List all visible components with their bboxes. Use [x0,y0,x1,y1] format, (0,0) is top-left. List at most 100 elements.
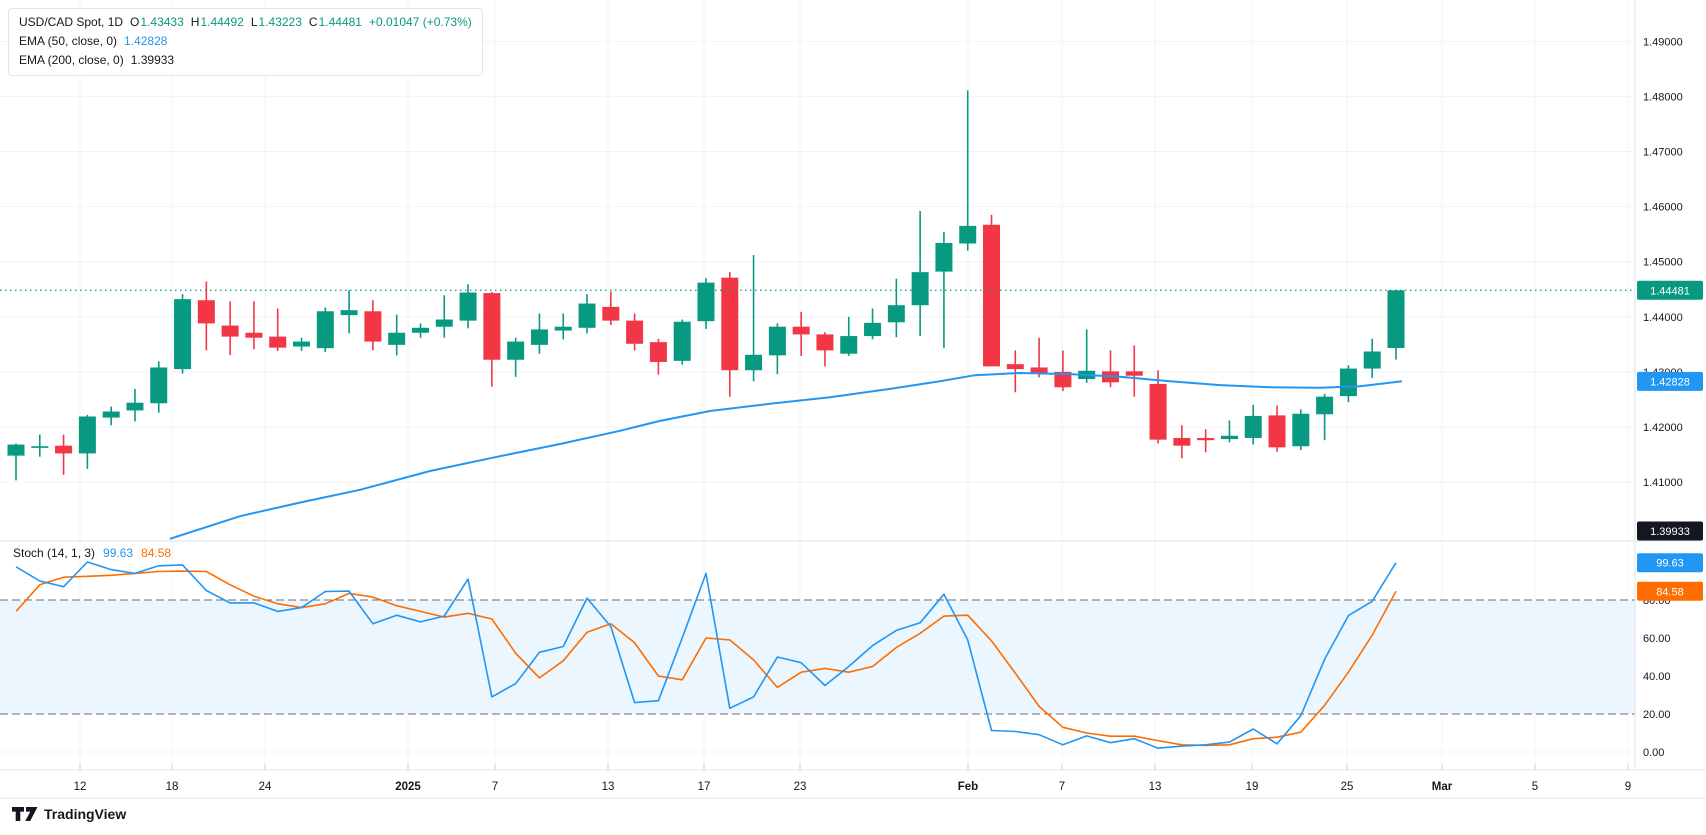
pane-borders [0,0,1706,799]
symbol-title[interactable]: USD/CAD Spot, 1D [19,15,124,29]
svg-text:1.47000: 1.47000 [1643,147,1683,159]
candle [293,337,311,351]
svg-text:20.00: 20.00 [1643,709,1671,721]
candle [221,301,239,356]
svg-text:13: 13 [602,781,615,793]
svg-text:1.49000: 1.49000 [1643,36,1683,48]
candle [340,290,358,334]
tradingview-watermark[interactable]: TradingView [12,806,126,822]
candle [1030,337,1048,378]
candle [483,291,501,387]
change-value: +0.01047 (+0.73%) [368,15,472,29]
time-axis[interactable]: 12 18 24 2025 7 13 17 23 Feb 7 13 19 25 Mar 5 9 [74,764,1632,793]
candle [840,316,858,356]
candle [959,90,977,251]
candle [31,434,49,457]
candle [55,434,73,475]
candle [1125,345,1143,397]
svg-text:1.42000: 1.42000 [1643,422,1683,434]
stoch-k-value: 99.63 [103,546,134,560]
svg-text:18: 18 [166,781,179,793]
candle [1220,420,1238,443]
svg-text:1.45000: 1.45000 [1643,257,1683,269]
candle [792,311,810,356]
svg-text:9: 9 [1625,781,1631,793]
svg-text:0.00: 0.00 [1643,747,1664,759]
svg-text:84.58: 84.58 [1656,586,1684,598]
svg-text:12: 12 [74,781,87,793]
candle [649,338,667,375]
svg-text:5: 5 [1532,781,1538,793]
tradingview-logo-text: TradingView [44,806,127,822]
candle [530,313,548,354]
stoch-band-borders [0,599,1635,715]
candle [364,300,382,351]
candle [864,308,882,340]
candle [673,319,691,365]
candle [78,414,96,469]
candle [435,295,453,338]
svg-text:1.48000: 1.48000 [1643,91,1683,103]
last-price-badge: 1.44481 [1637,280,1703,300]
svg-text:17: 17 [698,781,711,793]
svg-text:40.00: 40.00 [1643,671,1671,683]
svg-text:7: 7 [1059,781,1065,793]
candle [197,281,215,351]
candle [1006,350,1024,393]
candle [697,278,715,329]
candle [245,301,263,350]
symbol-ohlc-row: USD/CAD Spot, 1D O 1.43433 H 1.44492 L 1.43… [19,13,472,32]
candle [102,406,120,426]
candle [1363,338,1381,378]
candle [1149,370,1167,444]
svg-text:7: 7 [492,781,498,793]
stoch-legend[interactable]: Stoch (14, 1, 3) 99.63 84.58 [13,545,171,561]
ema50-value: 1.42828 [124,34,168,48]
ema50-label: EMA (50, close, 0) [19,34,118,48]
svg-text:1.42828: 1.42828 [1650,376,1690,388]
candle [1316,393,1334,441]
svg-text:1.44481: 1.44481 [1650,285,1690,297]
high-value: H 1.44492 [190,15,244,29]
candles [7,90,1405,481]
low-value: L 1.43223 [250,15,302,29]
svg-text:99.63: 99.63 [1656,558,1684,570]
candle [1173,425,1191,459]
candle [721,272,739,397]
stoch-label: Stoch (14, 1, 3) [13,546,96,560]
candle [1268,405,1286,452]
candle [174,294,192,374]
price-axis[interactable]: 1.49000 1.48000 1.47000 1.46000 1.45000 1.440… [1643,36,1683,759]
candle [602,291,620,326]
candle [1292,409,1310,451]
candle [911,211,929,337]
candle [554,313,572,340]
candle [126,388,144,422]
svg-text:24: 24 [259,781,272,793]
ema50-legend-row[interactable]: EMA (50, close, 0) 1.42828 [19,32,472,51]
stoch-d-line [15,570,1397,747]
svg-text:23: 23 [794,781,807,793]
candle [316,307,334,353]
candle [150,361,168,413]
svg-text:19: 19 [1246,781,1259,793]
symbol-legend[interactable]: USD/CAD Spot, 1D O 1.43433 H 1.44492 L 1.43… [8,8,483,76]
ema50-badge: 1.42828 [1637,371,1703,391]
candle [269,308,287,351]
svg-text:60.00: 60.00 [1643,633,1671,645]
ema50-line [169,372,1403,540]
svg-text:Feb: Feb [958,781,978,793]
ema200-legend-row[interactable]: EMA (200, close, 0) 1.39933 [19,51,472,70]
candle [578,294,596,334]
candle [388,314,406,356]
candle [1197,429,1215,453]
ema200-value: 1.39933 [130,53,175,67]
candle [983,214,1001,367]
svg-text:25: 25 [1341,781,1354,793]
stoch-k-badge: 99.63 [1637,553,1703,573]
candle [768,323,786,375]
stoch-band [0,600,1635,714]
candle [626,313,644,351]
